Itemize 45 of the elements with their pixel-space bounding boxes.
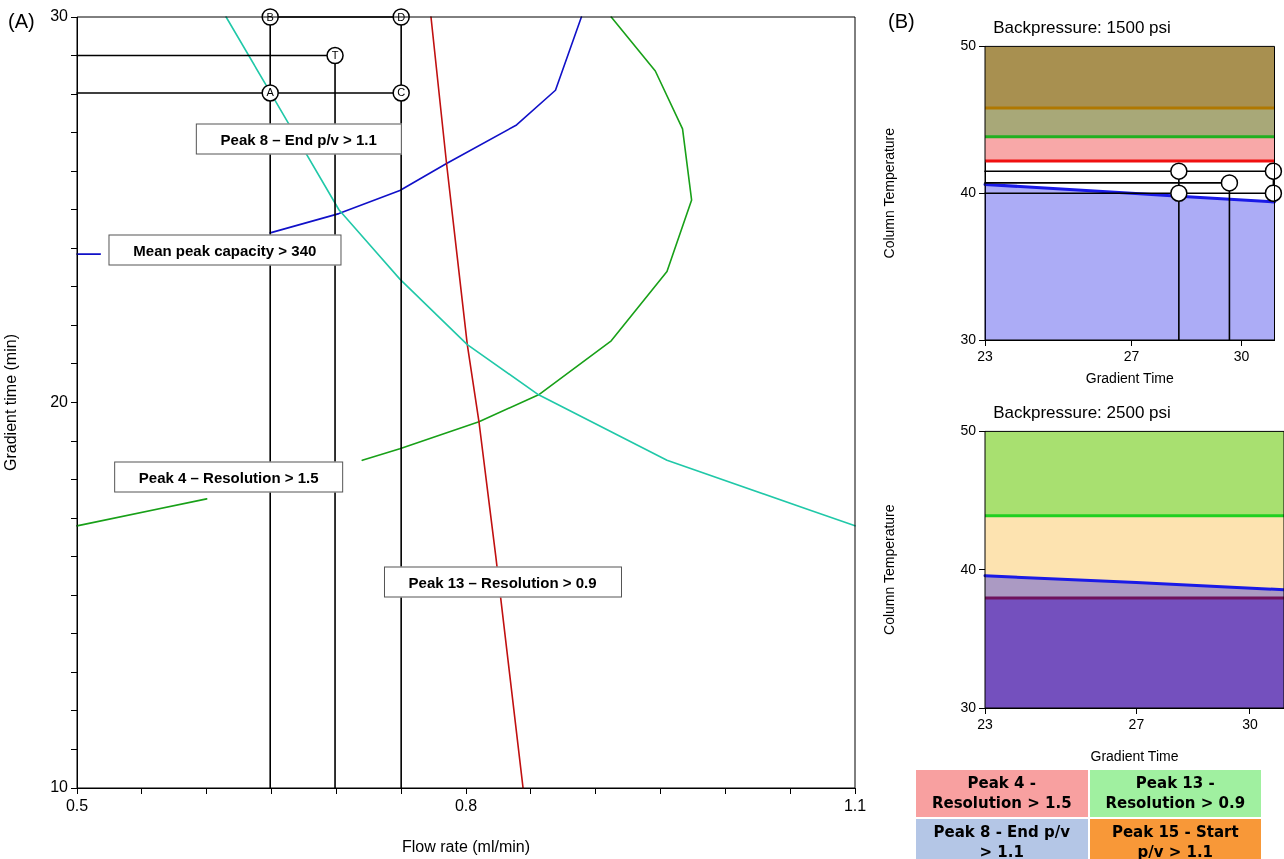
y-tick-label: 50 [960,37,977,54]
label-box: Peak 8 – End p/v > 1.1 [195,123,402,155]
x-axis-title: Flow rate (ml/min) [401,837,531,855]
x-tick-label: 27 [1128,716,1145,733]
x-tick-label: 1.1 [843,797,867,815]
y-tick-label: 30 [960,330,977,347]
y-axis-title: Column Temperature [881,504,898,635]
label-box: Peak 13 – Resolution > 0.9 [383,566,622,598]
x-tick-label: 30 [1242,716,1258,733]
y-tick-label: 20 [50,392,69,410]
category-label: Peak 15 - Start p/v > 1.1 [1111,822,1239,859]
data-label: T [331,49,339,62]
data-label: B [266,10,274,23]
y-tick-label: 30 [50,7,69,25]
y-axis-title: Gradient time (min) [2,334,20,471]
y-axis-title: Column Temperature [881,127,898,259]
label-box: Peak 4 – Resolution > 1.5 [113,461,344,492]
text: (A) [8,10,35,32]
chart-title: Backpressure: 1500 psi [993,17,1171,37]
category-label: Peak 4 - Resolution > 1.5 [931,774,1072,813]
label-box: Mean peak capacity > 340 [108,234,342,266]
category-label: Peak 13 - Resolution > 0.9 [1105,774,1246,813]
text: (B) [888,10,915,32]
annotation: Peak 13 – Resolution > 0.9 [408,573,597,591]
y-tick-label: 40 [960,184,977,201]
x-tick-label: 0.8 [454,797,478,815]
x-tick-label: 23 [977,716,993,733]
annotation: Peak 8 – End p/v > 1.1 [220,130,377,148]
data-label: A [266,86,275,99]
y-tick-label: 50 [960,422,977,439]
x-tick-label: 27 [1123,348,1140,365]
chart-title: Backpressure: 2500 psi [993,402,1171,422]
x-tick-label: 30 [1233,348,1250,365]
data-label: D [397,10,406,23]
x-axis-title: Gradient Time [1085,370,1174,387]
y-tick-label: 40 [960,560,977,577]
y-tick-label: 30 [960,698,977,715]
annotation: Peak 4 – Resolution > 1.5 [138,468,319,486]
category-label: Peak 8 - End p/v > 1.1 [933,822,1070,859]
y-tick-label: 10 [50,778,69,796]
data-label: C [397,86,406,99]
x-tick-label: 23 [977,348,993,365]
x-tick-label: 0.5 [65,797,89,815]
annotation: Mean peak capacity > 340 [133,241,317,259]
x-axis-title: Gradient Time [1090,748,1179,765]
